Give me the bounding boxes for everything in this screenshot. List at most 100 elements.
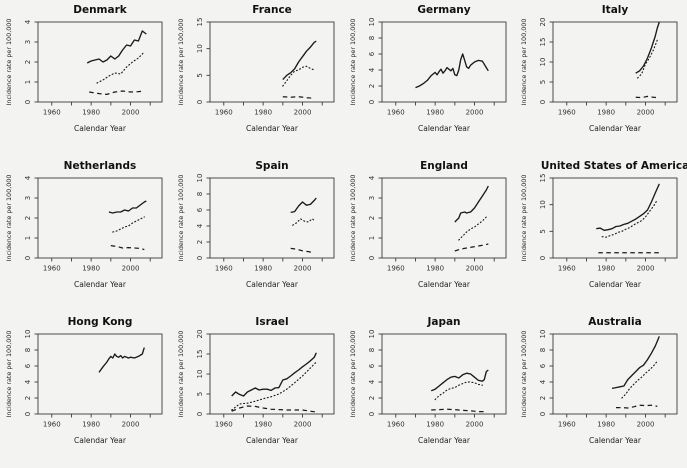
series-line-dashed [231,405,317,413]
series-line-dotted [112,216,145,233]
y-axis-label: Incidence rate per 100,000 [520,19,528,106]
plot-box [552,21,678,103]
chart-panel-united-states-of-america: United States of America 1960 1980 2000 0 5 10… [515,156,687,312]
x-tick-label: 2000 [122,421,140,429]
x-axis-label: Calendar Year [589,436,642,445]
panel-title: United States of America [541,160,687,172]
y-tick-label: 10 [24,330,32,339]
chart-panel-israel: Israel 1960 1980 2000 0 5 10 15 20 Calendar Year I… [172,312,344,468]
y-axis-label: Incidence rate per 100,000 [520,175,528,262]
y-tick-label: 8 [24,348,32,352]
y-tick-label: 0 [24,100,32,104]
plot-box [381,177,506,259]
y-tick-label: 4 [196,223,204,228]
y-tick-label: 8 [539,348,547,352]
y-tick-label: 4 [24,175,32,180]
x-tick-label: 2000 [293,421,311,429]
x-tick-label: 1960 [558,421,576,429]
x-tick-label: 1960 [558,265,576,273]
x-axis-label: Calendar Year [589,280,642,289]
series-line-solid [596,183,661,231]
x-axis-label: Calendar Year [418,436,471,445]
y-axis-label: Incidence rate per 100,000 [177,19,185,106]
y-tick-label: 8 [196,192,204,196]
x-tick-label: 1960 [386,265,404,273]
series-line-solid [86,30,147,64]
y-axis-label: Incidence rate per 100,000 [520,331,528,418]
x-tick-label: 1960 [215,265,233,273]
y-tick-label: 6 [368,51,376,56]
x-tick-label: 1960 [43,421,61,429]
plot-box [37,333,163,415]
x-tick-label: 1960 [386,109,404,117]
y-tick-label: 4 [539,379,547,384]
x-tick-label: 1960 [43,265,61,273]
y-tick-label: 8 [368,348,376,352]
series-line-solid [98,347,145,373]
y-tick-label: 3 [24,40,32,44]
series-line-dashed [635,95,658,99]
y-axis-label: Incidence rate per 100,000 [349,331,357,418]
series-line-dotted [96,51,145,84]
x-tick-label: 2000 [122,109,140,117]
y-tick-label: 10 [539,58,547,67]
panel-title: Germany [417,4,470,16]
x-tick-label: 1980 [426,109,444,117]
y-tick-label: 0 [24,412,32,416]
series-line-solid [108,200,147,214]
y-tick-label: 10 [539,330,547,339]
series-line-dashed [454,243,488,252]
series-line-dashed [110,244,145,251]
plot-box [381,21,506,103]
x-axis-label: Calendar Year [74,436,127,445]
y-axis-label: Incidence rate per 100,000 [177,175,185,262]
plot-box [552,177,678,259]
series-line-solid [453,185,489,223]
x-tick-label: 1980 [426,265,444,273]
chart-panel-denmark: Denmark 1960 1980 2000 0 1 2 3 4 Calendar Year Inc… [0,0,172,156]
x-axis-label: Calendar Year [589,124,642,133]
series-line-dotted [230,361,317,411]
y-tick-label: 10 [368,18,376,27]
y-tick-label: 2 [24,396,32,400]
y-tick-label: 15 [196,18,204,27]
panel-title: England [420,160,468,172]
y-tick-label: 5 [539,229,547,233]
x-tick-label: 1980 [254,109,272,117]
y-tick-label: 0 [539,412,547,416]
y-tick-label: 4 [368,67,376,72]
y-tick-label: 0 [196,412,204,416]
y-tick-label: 2 [539,396,547,400]
chart-panel-italy: Italy 1960 1980 2000 0 5 10 15 20 Calendar Year In… [515,0,687,156]
chart-panel-england: England 1960 1980 2000 0 1 2 3 4 Calendar Year Inc… [344,156,516,312]
y-tick-label: 1 [24,236,32,240]
y-tick-label: 5 [196,392,204,396]
series-line-dashed [282,96,315,99]
x-tick-label: 2000 [637,109,655,117]
panel-title: Israel [255,316,288,328]
y-tick-label: 5 [539,80,547,84]
y-tick-label: 6 [539,363,547,368]
panel-title: Japan [426,316,460,328]
y-axis-label: Incidence rate per 100,000 [5,175,13,262]
y-tick-label: 3 [24,196,32,200]
y-tick-label: 8 [368,36,376,40]
y-tick-label: 2 [368,396,376,400]
series-line-dotted [434,381,483,401]
y-tick-label: 4 [24,379,32,384]
y-tick-label: 3 [368,196,376,200]
series-line-dotted [621,360,659,399]
y-tick-label: 0 [368,412,376,416]
y-tick-label: 10 [196,174,204,183]
series-line-dashed [616,404,658,409]
y-tick-label: 0 [539,256,547,260]
panel-title: Netherlands [64,160,137,172]
x-tick-label: 1980 [82,109,100,117]
y-tick-label: 6 [24,363,32,368]
chart-panel-japan: Japan 1960 1980 2000 0 2 4 6 8 10 Calendar Year Inc… [344,312,516,468]
x-tick-label: 2000 [293,109,311,117]
y-tick-label: 2 [24,216,32,220]
plot-box [209,177,335,259]
y-tick-label: 20 [196,330,204,339]
y-tick-label: 1 [368,236,376,240]
